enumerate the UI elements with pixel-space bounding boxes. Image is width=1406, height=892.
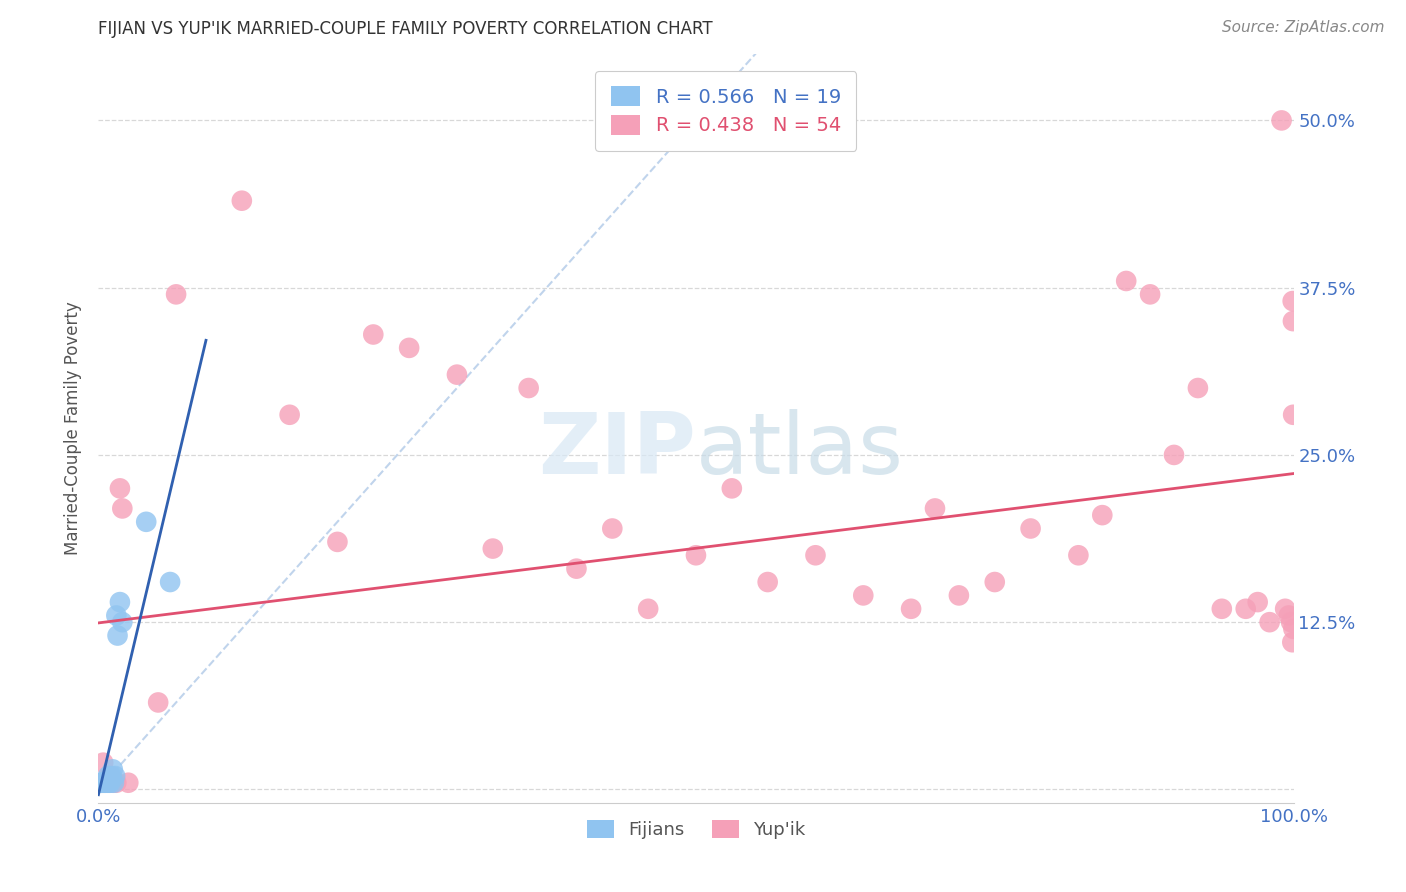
Point — [165, 287, 187, 301]
Point — [90, 776, 112, 790]
Point — [104, 769, 127, 783]
Point — [91, 776, 114, 790]
Point — [1282, 622, 1305, 636]
Point — [804, 548, 827, 563]
Point — [1279, 615, 1302, 630]
Point — [446, 368, 468, 382]
Point — [98, 776, 121, 790]
Point — [1067, 548, 1090, 563]
Point — [98, 776, 122, 790]
Point — [602, 521, 624, 535]
Point — [1278, 608, 1301, 623]
Point — [1274, 602, 1296, 616]
Point — [721, 482, 744, 496]
Point — [984, 575, 1007, 590]
Point — [231, 194, 253, 208]
Legend: Fijians, Yup'ik: Fijians, Yup'ik — [579, 813, 813, 847]
Point — [1247, 595, 1270, 609]
Point — [517, 381, 540, 395]
Point — [103, 776, 125, 790]
Point — [1211, 602, 1233, 616]
Point — [685, 548, 707, 563]
Point — [101, 776, 124, 790]
Point — [326, 535, 349, 549]
Point — [363, 327, 385, 342]
Point — [97, 769, 120, 783]
Point — [148, 696, 170, 710]
Point — [101, 762, 124, 776]
Point — [1281, 294, 1303, 309]
Point — [924, 501, 946, 516]
Point — [107, 629, 129, 643]
Text: ZIP: ZIP — [538, 409, 696, 492]
Point — [1139, 287, 1161, 301]
Y-axis label: Married-Couple Family Poverty: Married-Couple Family Poverty — [65, 301, 83, 555]
Text: FIJIAN VS YUP'IK MARRIED-COUPLE FAMILY POVERTY CORRELATION CHART: FIJIAN VS YUP'IK MARRIED-COUPLE FAMILY P… — [98, 21, 713, 38]
Point — [1115, 274, 1137, 288]
Point — [98, 769, 122, 783]
Text: atlas: atlas — [696, 409, 904, 492]
Point — [1019, 521, 1042, 535]
Point — [93, 776, 115, 790]
Point — [91, 776, 114, 790]
Point — [1187, 381, 1209, 395]
Text: Source: ZipAtlas.com: Source: ZipAtlas.com — [1222, 20, 1385, 35]
Point — [111, 501, 134, 516]
Point — [1091, 508, 1114, 523]
Point — [93, 776, 115, 790]
Point — [96, 776, 118, 790]
Point — [90, 776, 112, 790]
Point — [1281, 635, 1303, 649]
Point — [108, 595, 131, 609]
Point — [94, 776, 117, 790]
Point — [91, 776, 114, 790]
Point — [565, 562, 588, 576]
Point — [159, 575, 181, 590]
Point — [135, 515, 157, 529]
Point — [398, 341, 420, 355]
Point — [756, 575, 779, 590]
Point — [1282, 408, 1305, 422]
Point — [97, 776, 120, 790]
Point — [852, 589, 875, 603]
Point — [637, 602, 659, 616]
Point — [481, 541, 505, 556]
Point — [111, 615, 134, 630]
Point — [1282, 314, 1305, 328]
Point — [100, 769, 122, 783]
Point — [105, 776, 128, 790]
Point — [117, 776, 139, 790]
Point — [1271, 113, 1294, 128]
Point — [900, 602, 922, 616]
Point — [108, 482, 131, 496]
Point — [91, 756, 114, 770]
Point — [1163, 448, 1185, 462]
Point — [1258, 615, 1281, 630]
Point — [948, 589, 970, 603]
Point — [94, 776, 117, 790]
Point — [278, 408, 301, 422]
Point — [1234, 602, 1257, 616]
Point — [105, 608, 128, 623]
